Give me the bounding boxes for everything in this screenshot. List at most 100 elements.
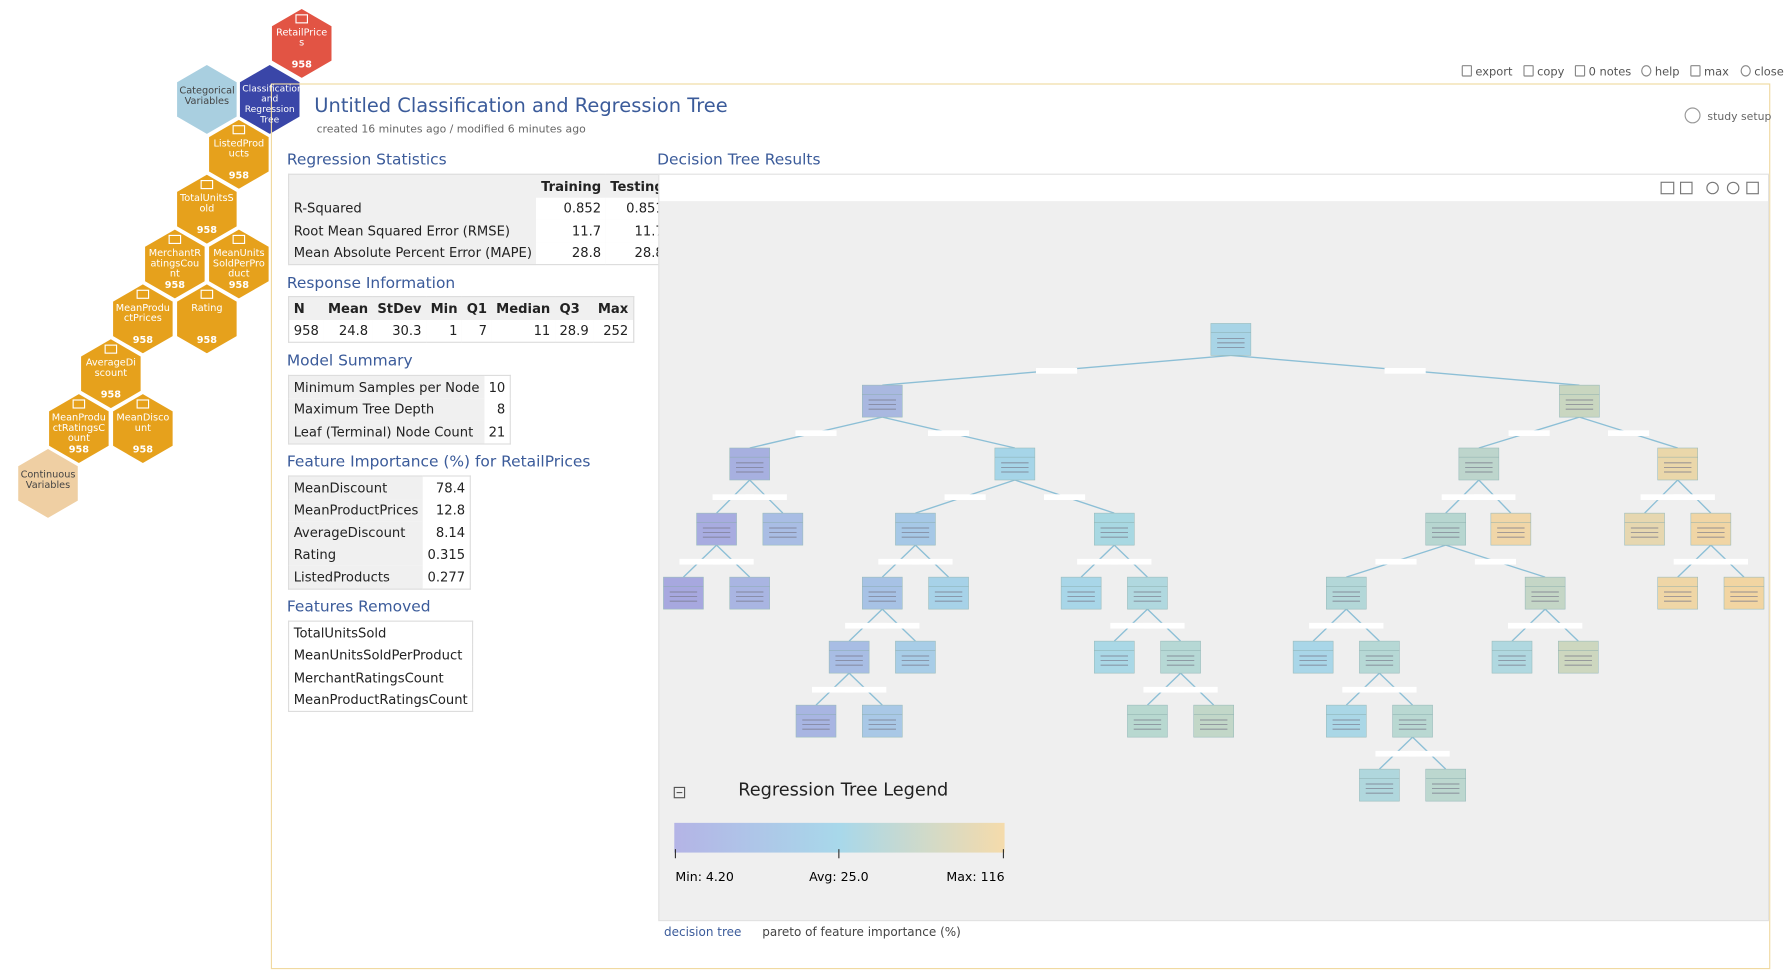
- edge-label-bg: [1309, 622, 1351, 629]
- hexagon[interactable]: [175, 172, 239, 246]
- tree-node[interactable]: [1325, 704, 1367, 738]
- edge-label-bg: [845, 686, 887, 693]
- tree-node[interactable]: [1060, 576, 1102, 610]
- tree-node[interactable]: [1559, 384, 1600, 418]
- tree-node[interactable]: [928, 576, 969, 610]
- feature-importance-table: MeanDiscount 78.4 MeanProductPrices 12.8 Ave…: [287, 475, 471, 590]
- study-title[interactable]: Untitled Classification and Regression T…: [314, 94, 728, 118]
- column-header: Training: [541, 177, 602, 194]
- hexagon[interactable]: [143, 227, 207, 301]
- tree-node[interactable]: [1193, 704, 1234, 738]
- node-box: [1193, 704, 1234, 738]
- hexagon[interactable]: [175, 63, 239, 136]
- edge-label-bg: [745, 494, 787, 500]
- cell: 78.4: [422, 475, 471, 499]
- close-button[interactable]: close: [1740, 65, 1784, 79]
- tree-node[interactable]: [762, 512, 804, 546]
- column-header: Testing: [610, 177, 664, 194]
- collapse-button[interactable]: [673, 786, 686, 799]
- tree-node[interactable]: [1690, 512, 1732, 546]
- max-button[interactable]: max: [1690, 65, 1729, 79]
- tree-node[interactable]: [729, 576, 770, 610]
- tree-node[interactable]: [1359, 768, 1400, 802]
- tree-node[interactable]: [861, 384, 903, 418]
- tree-node[interactable]: [1127, 576, 1168, 610]
- node-box: [928, 576, 969, 610]
- hexagon[interactable]: [270, 7, 334, 80]
- tree-node[interactable]: [1127, 704, 1168, 738]
- zoom-in-button[interactable]: [1726, 181, 1740, 195]
- tree-node[interactable]: [1657, 447, 1698, 481]
- tree-node[interactable]: [861, 704, 903, 738]
- tree-node[interactable]: [895, 640, 936, 674]
- notes-button[interactable]: 0 notes: [1574, 65, 1632, 79]
- decision-tree-tab[interactable]: decision tree: [664, 926, 741, 940]
- help-button[interactable]: help: [1641, 65, 1680, 79]
- copy-image-button[interactable]: [1679, 181, 1693, 195]
- label: 0 notes: [1588, 66, 1632, 79]
- tree-node[interactable]: [1093, 512, 1135, 546]
- home-button[interactable]: [1746, 181, 1759, 195]
- tree-node[interactable]: [696, 512, 737, 546]
- zoom-out-button[interactable]: [1706, 181, 1719, 195]
- tree-node[interactable]: [1160, 640, 1201, 674]
- node-box: [861, 576, 903, 610]
- edge-label-bg: [1342, 686, 1384, 693]
- camera-button[interactable]: [1660, 181, 1675, 195]
- hexagon[interactable]: [175, 282, 239, 356]
- row-label: MeanUnitsSoldPerProduct: [288, 643, 473, 667]
- tree-node[interactable]: [795, 704, 837, 738]
- hexagon[interactable]: [207, 227, 271, 301]
- tree-node[interactable]: [861, 576, 903, 610]
- tree-node[interactable]: [1392, 704, 1433, 738]
- tree-node[interactable]: [1210, 323, 1252, 356]
- cell: 0.851: [605, 197, 669, 220]
- tree-node[interactable]: [828, 640, 870, 674]
- hexagon[interactable]: [207, 117, 271, 191]
- row-label: Minimum Samples per Node: [288, 375, 484, 399]
- tree-node[interactable]: [663, 576, 704, 610]
- tree-node[interactable]: [1524, 576, 1566, 610]
- tree-node[interactable]: [1425, 768, 1466, 802]
- row: Mean Absolute Percent Error (MAPE) 28.8 28…: [288, 241, 669, 265]
- hexagon[interactable]: [111, 392, 175, 465]
- row: AverageDiscount 8.14: [288, 521, 471, 544]
- hexagon[interactable]: [79, 337, 143, 411]
- hexagon[interactable]: [47, 392, 111, 465]
- edge-label-bg: [1077, 558, 1119, 565]
- column-header: Max: [597, 300, 629, 317]
- tree-node[interactable]: [1657, 576, 1698, 610]
- column-header: Median: [496, 300, 551, 317]
- tree-node[interactable]: [1093, 640, 1135, 674]
- hexagon[interactable]: [111, 282, 175, 356]
- export-button[interactable]: export: [1461, 65, 1512, 79]
- hexagon[interactable]: [16, 447, 80, 520]
- hexagon-icon: [200, 289, 214, 299]
- tree-node[interactable]: [1624, 512, 1665, 546]
- hexagon[interactable]: [238, 63, 302, 136]
- tree-node[interactable]: [895, 512, 936, 546]
- tree-node[interactable]: [1458, 447, 1500, 481]
- edge-label-bg: [1673, 494, 1715, 500]
- hexagon-label: Rating: [191, 302, 223, 315]
- tree-node[interactable]: [994, 447, 1036, 481]
- row: MerchantRatingsCount: [288, 666, 473, 689]
- hexagon-label: Continuous Variables: [20, 469, 76, 492]
- tree-node[interactable]: [1557, 640, 1599, 674]
- copy-button[interactable]: copy: [1523, 65, 1564, 79]
- tree-node[interactable]: [1425, 512, 1466, 546]
- tree-node[interactable]: [1325, 576, 1367, 610]
- study-setup-button[interactable]: study setup: [1684, 107, 1771, 124]
- tree-node[interactable]: [729, 447, 770, 481]
- tree-node[interactable]: [1359, 640, 1400, 674]
- tree-node[interactable]: [1723, 576, 1765, 610]
- tree-node[interactable]: [1491, 640, 1533, 674]
- cell: 0.277: [422, 565, 471, 589]
- hexagon-count: 958: [100, 389, 121, 402]
- pareto-tab[interactable]: pareto of feature importance (%): [762, 926, 961, 940]
- tree-node[interactable]: [1490, 512, 1532, 546]
- tree-node[interactable]: [1292, 640, 1334, 674]
- node-box: [729, 447, 770, 481]
- node-box: [1425, 512, 1466, 546]
